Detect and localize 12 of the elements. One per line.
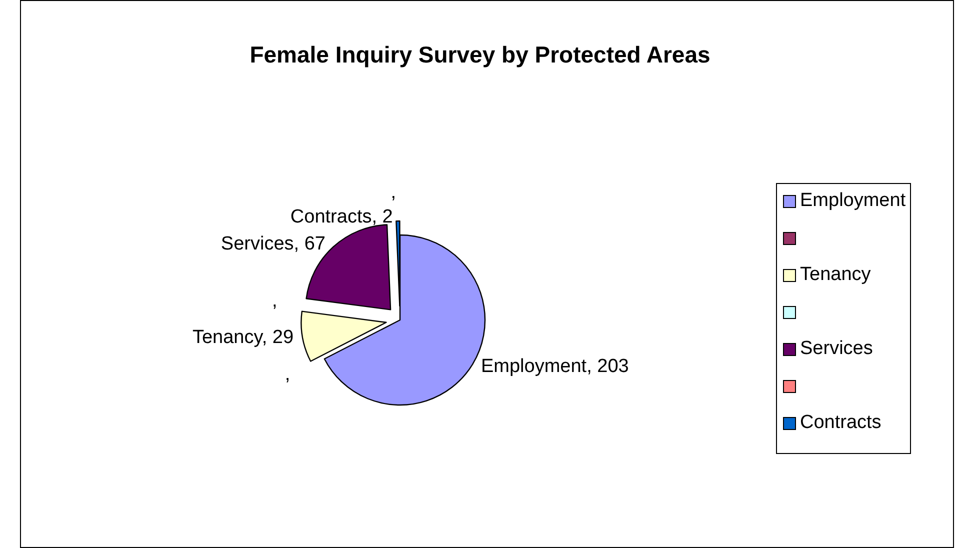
- legend-label: Tenancy: [800, 264, 871, 286]
- data-label: Services, 67: [220, 234, 326, 255]
- legend-label: Contracts: [800, 412, 882, 434]
- data-label: Employment, 203: [480, 356, 629, 377]
- legend-label: Employment: [800, 190, 906, 212]
- data-label: Tenancy, 29: [192, 327, 294, 348]
- legend-label: Services: [800, 338, 873, 360]
- text: ,: [390, 182, 396, 204]
- text: ,: [272, 290, 278, 312]
- data-label: Contracts, 2: [290, 206, 393, 228]
- chart-title: Female Inquiry Survey by Protected Areas: [250, 42, 710, 68]
- text: ,: [284, 364, 290, 386]
